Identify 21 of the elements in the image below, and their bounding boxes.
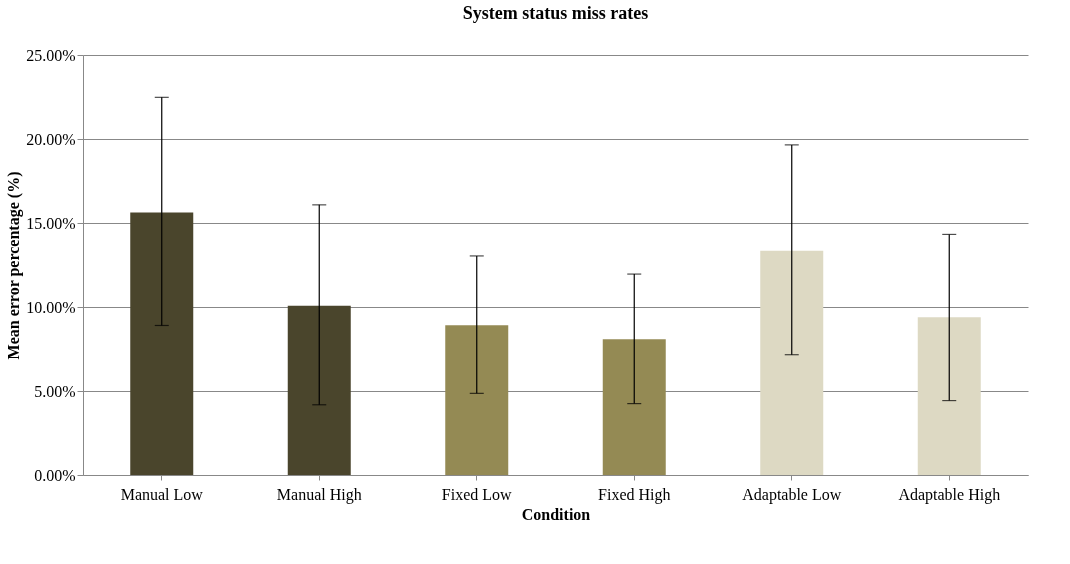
x-tick-label: Fixed High — [598, 485, 671, 504]
x-tick-label: Adaptable Low — [742, 485, 842, 504]
y-tick-label: 20.00% — [26, 130, 76, 148]
y-tick-label: 5.00% — [34, 382, 76, 400]
x-tick-label: Manual Low — [120, 485, 204, 503]
y-tick-label: 10.00% — [26, 298, 76, 316]
y-tick-label: 25.00% — [26, 46, 76, 64]
bar — [760, 250, 824, 475]
chart-title: System status miss rates — [462, 3, 649, 23]
x-tick-label: Adaptable High — [898, 485, 1001, 504]
bar — [287, 305, 351, 475]
x-axis-title: Condition — [521, 505, 591, 523]
bar — [917, 317, 981, 475]
x-tick-label: Fixed Low — [441, 485, 513, 503]
bar — [445, 325, 509, 475]
bar — [602, 339, 666, 475]
y-tick-label: 0.00% — [34, 466, 76, 484]
bar — [130, 212, 194, 475]
y-axis-title: Mean error percentage (%) — [5, 171, 24, 360]
y-tick-label: 15.00% — [26, 214, 76, 232]
x-tick-label: Manual High — [276, 485, 362, 504]
